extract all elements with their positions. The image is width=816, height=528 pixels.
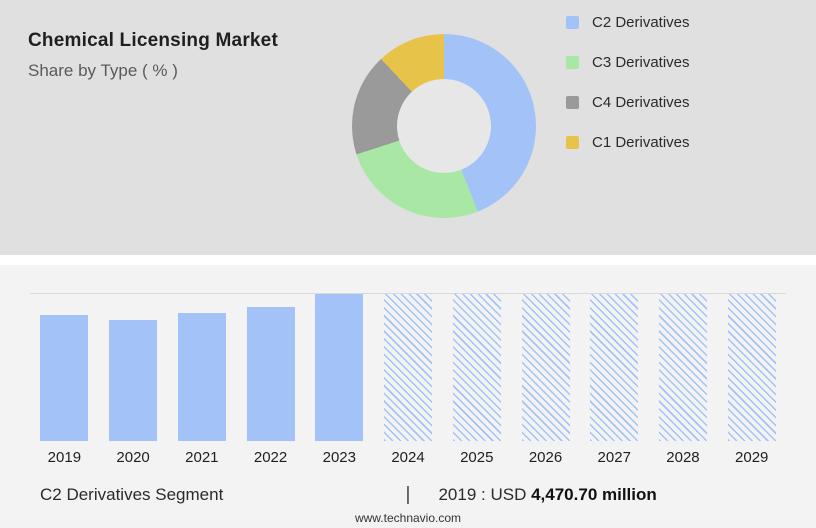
x-label-2024: 2024 [391,449,425,466]
x-label-2022: 2022 [253,449,288,466]
donut-chart [352,34,536,218]
legend-swatch-c1 [566,135,579,149]
bar-2021 [177,313,226,441]
bar-column-2027 [580,294,649,441]
legend-item-c1: C1 Derivatives [566,130,690,154]
legend-swatch-c3 [566,55,579,69]
x-label-2021: 2021 [185,449,219,466]
footer-row: C2 Derivatives Segment | 2019 : USD 4,47… [30,484,786,506]
forecast-bar-2024 [384,294,433,441]
bar-column-2021 [167,294,236,441]
website-link[interactable]: www.technavio.com [354,511,462,525]
legend-label-c1: C1 Derivatives [592,133,690,151]
forecast-panel: 2019 2020 2021 2022 2023 2024 2025 2026 2027 2028… [0,265,816,528]
legend-label-c2: C2 Derivatives [592,13,690,31]
x-label-2020: 2020 [116,449,150,466]
x-label-2019: 2019 [47,449,82,466]
title-block: Chemical Licensing Market Share by Type … [28,30,278,81]
x-label-2026: 2026 [528,449,563,466]
share-by-type-panel: Chemical Licensing Market Share by Type … [0,0,816,255]
legend-label-c3: C3 Derivatives [592,53,690,71]
segment-value: 2019 : USD 4,470.70 million [410,485,786,505]
bar-2023 [315,294,364,441]
bar-column-2023 [305,294,374,441]
x-axis-labels: 2019 2020 2021 2022 2023 2024 2025 2026 2027 2028… [30,449,786,466]
legend-swatch-c4 [566,95,579,109]
footer-separator: | [405,484,411,505]
segment-value-prefix: 2019 : USD [438,485,527,504]
legend-swatch-c2 [566,15,579,29]
bar-column-2022 [236,294,305,441]
forecast-bar-2026 [521,294,570,441]
x-label-2029: 2029 [735,449,769,466]
bar-column-2019 [30,294,99,441]
page-subtitle: Share by Type ( % ) [28,61,178,80]
x-label-2023: 2023 [322,449,356,466]
bar-column-2028 [649,294,718,441]
page-title: Chemical Licensing Market [28,30,278,51]
forecast-bar-2029 [727,294,776,441]
x-label-2027: 2027 [597,449,631,466]
x-label-2025: 2025 [460,449,494,466]
segment-label: C2 Derivatives Segment [40,485,224,504]
bar-column-2025 [442,294,511,441]
legend-item-c2: C2 Derivatives [566,10,690,34]
forecast-bar-2028 [658,294,707,441]
bar-column-2026 [511,294,580,441]
bar-column-2029 [717,294,786,441]
legend-label-c4: C4 Derivatives [592,93,690,111]
panel-divider [0,255,816,265]
forecast-bar-2025 [452,294,501,441]
bar-2022 [246,307,295,441]
segment-value-amount: 4,470.70 million [531,485,657,504]
bar-2020 [109,320,158,441]
bar-column-2024 [374,294,443,441]
x-label-2028: 2028 [666,449,700,466]
forecast-bar-2027 [590,294,639,441]
legend: C2 Derivatives C3 Derivatives C4 Derivat… [566,10,690,170]
legend-item-c3: C3 Derivatives [566,50,690,74]
bar-2019 [40,314,89,441]
legend-item-c4: C4 Derivatives [566,90,690,114]
bar-chart [30,293,786,441]
bar-column-2020 [99,294,168,441]
donut-hole [397,79,491,173]
